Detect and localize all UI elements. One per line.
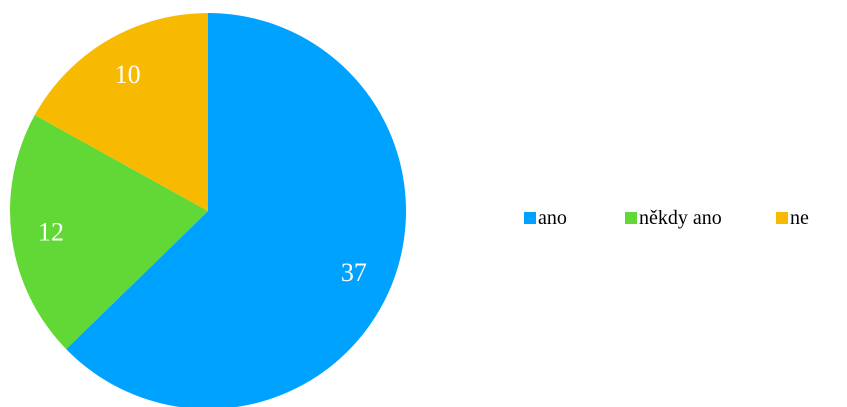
legend-label-ano: ano bbox=[538, 207, 567, 229]
legend-swatch-ano bbox=[524, 212, 536, 224]
legend-item-ne: ne bbox=[776, 207, 809, 229]
slice-labels: 37 12 10 bbox=[38, 60, 367, 287]
legend: ano někdy ano ne bbox=[524, 207, 809, 229]
legend-label-ne: ne bbox=[790, 207, 809, 229]
slice-value-label-ano: 37 bbox=[341, 258, 367, 287]
legend-label-nekdy-ano: někdy ano bbox=[639, 207, 722, 229]
pie-slice-ano bbox=[66, 13, 406, 407]
slice-value-label-nekdy-ano: 12 bbox=[38, 218, 64, 247]
legend-item-ano: ano bbox=[524, 207, 567, 229]
pie-slice-nekdy-ano bbox=[9, 115, 208, 350]
legend-item-nekdy-ano: někdy ano bbox=[625, 207, 722, 229]
legend-swatch-ne bbox=[776, 212, 788, 224]
legend-swatch-nekdy-ano bbox=[625, 212, 637, 224]
pie-slice-ne bbox=[34, 13, 209, 211]
slice-value-label-ne: 10 bbox=[115, 60, 141, 89]
pie-slices bbox=[9, 13, 406, 407]
